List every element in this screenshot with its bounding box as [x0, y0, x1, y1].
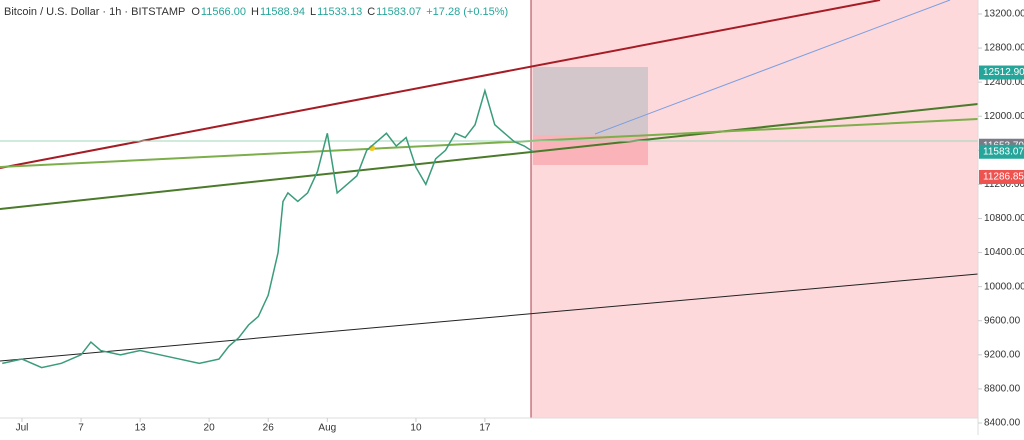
- price-label: 11286.85: [983, 172, 1024, 183]
- trend-line: [0, 273, 979, 362]
- x-tick-label: 17: [479, 423, 491, 434]
- target-box: [533, 67, 648, 135]
- y-tick-label: 12400.00: [984, 77, 1024, 88]
- x-tick-label: 13: [135, 423, 147, 434]
- x-tick-label: 26: [263, 423, 275, 434]
- price-label-box: [979, 169, 1024, 184]
- trend-line: [0, 118, 979, 168]
- x-tick-label: 7: [78, 423, 84, 434]
- chart-title: Bitcoin / U.S. Dollar · 1h · BITSTAMP: [4, 6, 185, 18]
- trend-line: [0, 103, 979, 210]
- x-tick-label: 20: [204, 423, 216, 434]
- y-tick-label: 12800.00: [984, 43, 1024, 54]
- y-tick-label: 10000.00: [984, 281, 1024, 292]
- trend-line: [0, 0, 881, 169]
- legend-value: 11566.00: [201, 6, 246, 18]
- legend-value: 11533.13: [317, 6, 362, 18]
- legend-label: H: [251, 6, 259, 18]
- legend-value: +17.28 (+0.15%): [426, 6, 508, 18]
- y-tick-label: 8800.00: [984, 384, 1021, 395]
- price-label: 12512.90: [983, 67, 1024, 78]
- legend-value: 11583.07: [376, 6, 421, 18]
- legend-label: L: [310, 6, 316, 18]
- y-tick-label: 10800.00: [984, 213, 1024, 224]
- y-tick-label: 10400.00: [984, 247, 1024, 258]
- x-tick-label: Jul: [16, 423, 29, 434]
- y-tick-label: 11200.00: [984, 179, 1024, 190]
- y-tick-label: 12000.00: [984, 111, 1024, 122]
- x-tick-label: Aug: [318, 423, 336, 434]
- y-tick-label: 9200.00: [984, 349, 1021, 360]
- legend-label: C: [367, 6, 375, 18]
- x-tick-label: 10: [410, 423, 422, 434]
- price-label-box: [979, 65, 1024, 80]
- projection-line: [594, 0, 951, 135]
- y-tick-label: 9600.00: [984, 315, 1021, 326]
- y-tick-label: 13200.00: [984, 9, 1024, 20]
- price-label-box: [979, 144, 1024, 159]
- legend-label: O: [191, 6, 200, 18]
- y-tick-label: 8400.00: [984, 418, 1021, 429]
- highlight-zone: [531, 0, 978, 418]
- price-line: [2, 87, 534, 369]
- price-label: 11583.07: [983, 146, 1024, 157]
- legend-value: 11588.94: [260, 6, 305, 18]
